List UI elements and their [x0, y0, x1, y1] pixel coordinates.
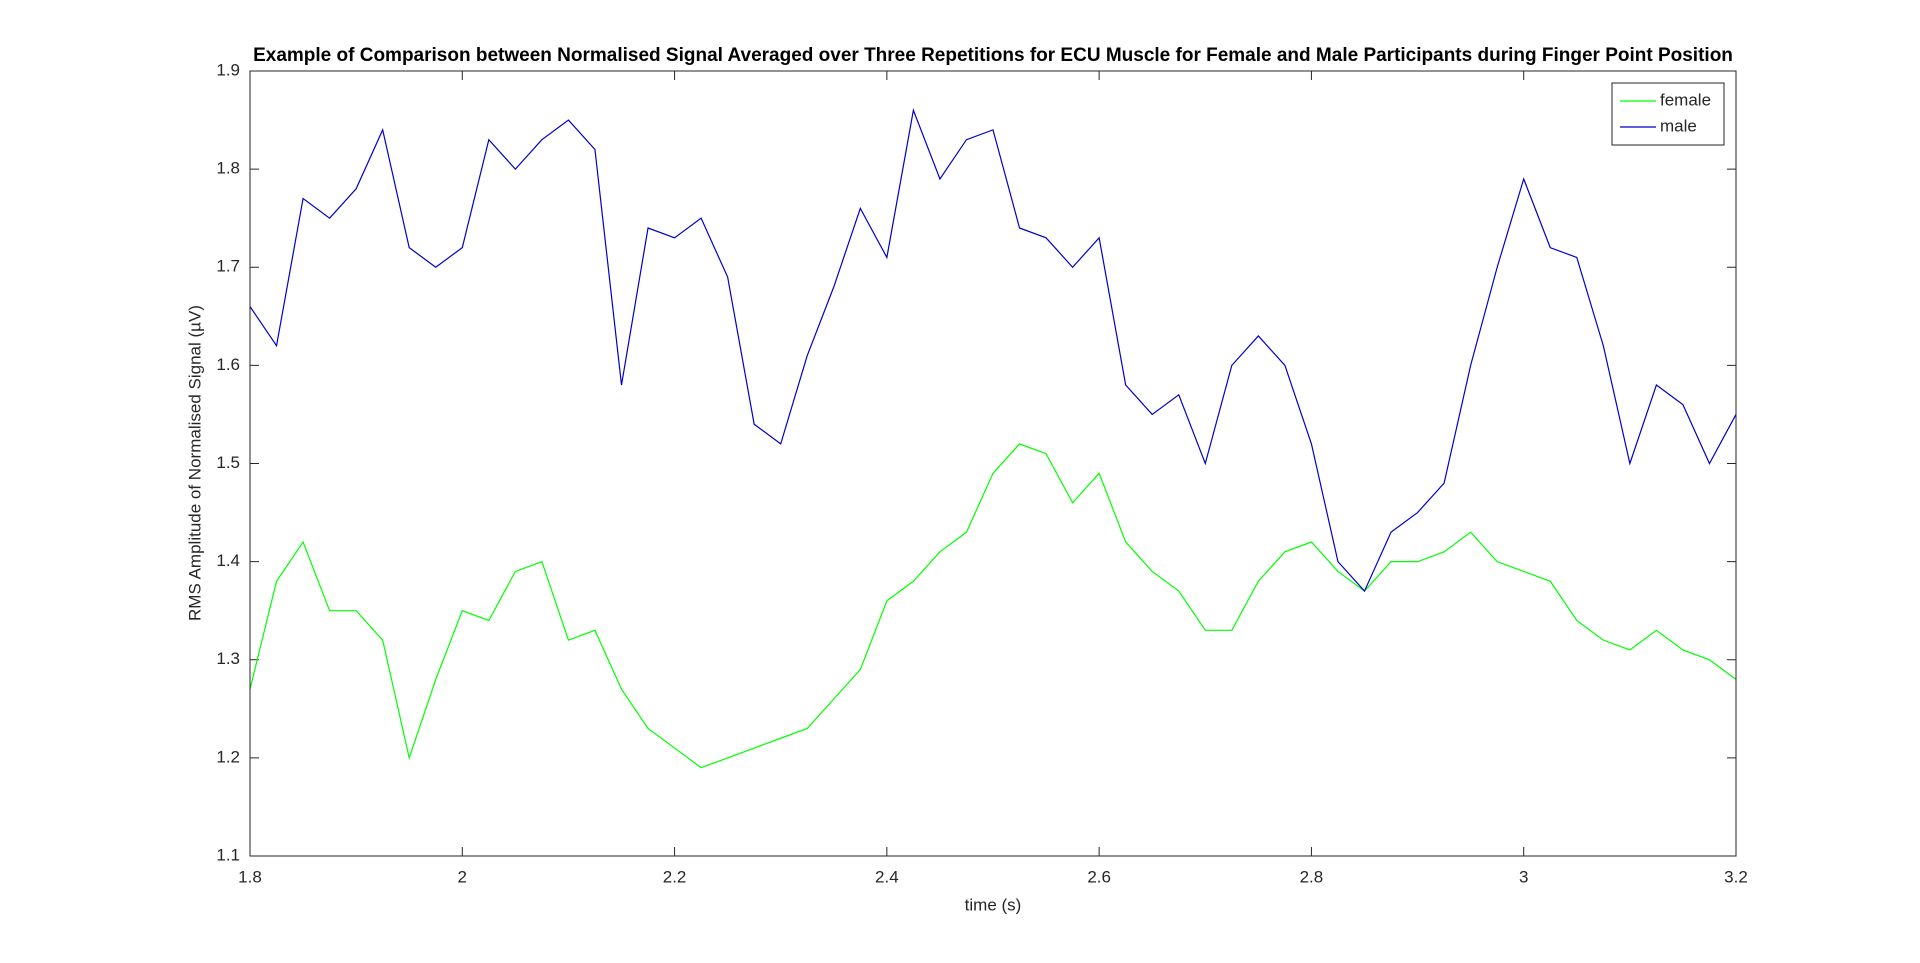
line-series: [249, 443, 1737, 769]
y-tick-label: 1.8: [216, 159, 240, 178]
chart-title: Example of Comparison between Normalised…: [253, 45, 1733, 66]
y-tick-label: 1.6: [216, 355, 240, 374]
x-tick-label: 2: [458, 867, 467, 886]
y-tick-label: 1.1: [216, 845, 240, 864]
y-tick-label: 1.7: [216, 257, 240, 276]
legend-label: female: [1660, 90, 1711, 109]
x-tick-label: 2.6: [1087, 867, 1111, 886]
x-axis-label: time (s): [965, 895, 1022, 914]
x-tick-label: 3: [1519, 867, 1528, 886]
y-tick-label: 1.9: [216, 60, 240, 79]
y-tick-label: 1.3: [216, 649, 240, 668]
axes-box: [249, 70, 1737, 857]
x-tick-label: 3.2: [1724, 867, 1748, 886]
y-tick-label: 1.4: [216, 551, 240, 570]
x-tick-label: 2.8: [1300, 867, 1324, 886]
y-tick-label: 1.2: [216, 747, 240, 766]
x-tick-label: 2.4: [875, 867, 899, 886]
legend-box: [1611, 82, 1725, 146]
x-tick-label: 2.2: [663, 867, 687, 886]
legend-label: male: [1660, 116, 1697, 135]
plot-area: [250, 71, 1736, 856]
y-tick-label: 1.5: [216, 453, 240, 472]
x-tick-label: 1.8: [238, 867, 262, 886]
line-series: [249, 108, 1737, 593]
y-axis-label: RMS Amplitude of Normalised Signal (µV): [185, 305, 204, 621]
